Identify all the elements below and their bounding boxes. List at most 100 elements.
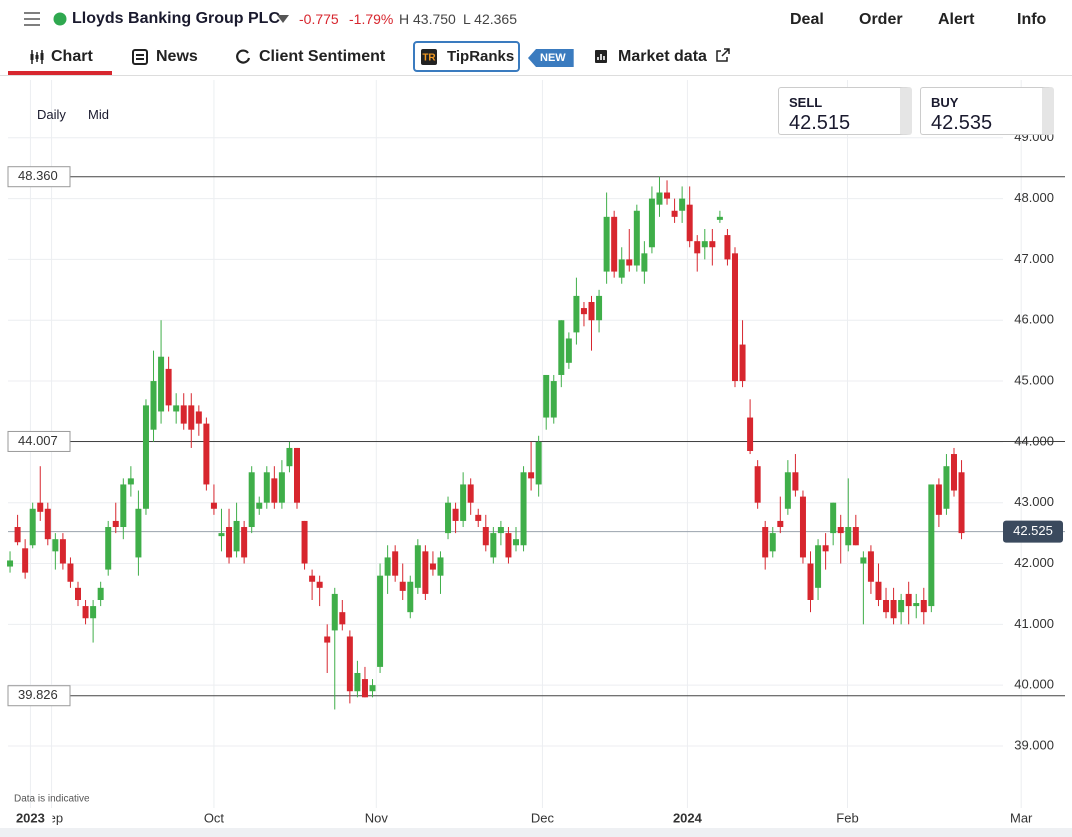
candle-body — [135, 508, 142, 558]
candle-body — [739, 344, 746, 382]
candle-body — [543, 374, 550, 418]
candle-body — [241, 527, 248, 558]
candle-body — [490, 533, 497, 558]
candle-body — [316, 581, 323, 588]
level-tag — [7, 430, 71, 452]
candle-body — [90, 606, 97, 619]
candle-body — [905, 593, 912, 607]
instrument-title[interactable]: Lloyds Banking Group PLC — [72, 10, 281, 27]
candle-body — [731, 253, 738, 382]
candle-body — [278, 472, 285, 503]
candle-body — [59, 539, 66, 564]
candle-body — [497, 527, 504, 534]
note: Data is indicative — [14, 794, 90, 805]
action[interactable]: Info — [1017, 11, 1047, 28]
level-tag — [7, 685, 71, 707]
action[interactable]: Order — [859, 11, 903, 28]
candle-body — [611, 216, 618, 272]
candle-body — [913, 603, 920, 607]
candle-body — [588, 301, 595, 321]
candle-body — [142, 405, 149, 509]
buy-box[interactable]: BUY 42.535 — [920, 87, 1054, 135]
candle-body — [361, 679, 368, 698]
top-bar: Lloyds Banking Group PLC -0.775 -1.79% H… — [0, 0, 1072, 40]
level-label: 39.826 — [18, 687, 58, 702]
y-tick-label: 42.000 — [1014, 555, 1054, 570]
y-tick-label: 47.000 — [1014, 251, 1054, 266]
candle-body — [754, 466, 761, 503]
candle-body — [346, 636, 353, 692]
candle-body — [29, 508, 36, 546]
candle-body — [97, 587, 104, 600]
action[interactable]: Deal — [790, 11, 824, 28]
y-tick-label: 39.000 — [1014, 737, 1054, 752]
candle-body — [679, 198, 686, 211]
candle-body — [950, 454, 957, 491]
change-pct: -1.79% — [349, 11, 394, 27]
tab[interactable]: Client Sentiment — [259, 48, 386, 65]
news-icon — [132, 49, 148, 65]
candle-body — [898, 600, 905, 613]
candle-body — [512, 539, 519, 546]
candle-body — [324, 636, 331, 643]
candle-body — [294, 447, 301, 503]
candle-body — [226, 527, 233, 558]
candle-body — [701, 241, 708, 248]
sentiment-icon — [236, 49, 251, 64]
candle-body — [203, 423, 210, 485]
candle-body — [762, 527, 769, 558]
candle-body — [482, 527, 489, 546]
candle-body — [173, 405, 180, 412]
menu-icon[interactable] — [24, 12, 40, 26]
candle-body — [958, 472, 965, 534]
sell-box[interactable]: SELL 42.515 — [778, 87, 912, 135]
candle-body — [792, 472, 799, 491]
candle-body — [112, 520, 119, 528]
candle-body — [354, 672, 361, 692]
low: L 42.365 — [463, 11, 517, 27]
market-icon — [595, 50, 607, 63]
candle-body — [467, 484, 474, 503]
candle-body — [633, 210, 640, 266]
candle-body — [875, 581, 882, 600]
svg-text:TR: TR — [422, 53, 436, 64]
candle-body — [44, 508, 51, 540]
candle-body — [860, 557, 867, 564]
x-tick-label: Oct — [204, 810, 225, 825]
candle-body — [256, 502, 263, 509]
interval[interactable]: Daily — [37, 107, 66, 122]
y-tick-label: 45.000 — [1014, 372, 1054, 387]
candle-body — [52, 539, 59, 552]
tab[interactable]: TipRanks — [447, 48, 515, 65]
tipranks-box[interactable] — [413, 41, 520, 72]
tab[interactable]: News — [156, 48, 198, 65]
candle-body — [596, 295, 603, 321]
candle-body — [271, 478, 278, 503]
candle-body — [195, 411, 202, 424]
tab[interactable]: Chart — [51, 48, 93, 65]
y-tick-label: 44.000 — [1014, 433, 1054, 448]
candle-body — [437, 557, 444, 576]
action[interactable]: Alert — [938, 11, 975, 28]
price-type[interactable]: Mid — [88, 107, 109, 122]
candle-body — [550, 381, 557, 418]
sell-price: 42.515 — [789, 112, 851, 134]
tab[interactable]: Market data — [618, 48, 707, 65]
y-tick-label: 46.000 — [1014, 312, 1054, 327]
candle-body — [399, 581, 406, 591]
candle-body — [309, 575, 316, 582]
candle-body — [392, 551, 399, 576]
candle-body — [694, 241, 701, 254]
candle-body — [445, 502, 452, 534]
caret[interactable] — [277, 15, 289, 23]
candle-body — [210, 502, 217, 509]
candle-body — [573, 295, 580, 333]
candle-body — [165, 368, 172, 406]
candle-body — [935, 484, 942, 515]
tab-bar: Chart News Client Sentiment TR TipRanks … — [0, 40, 1072, 76]
candle-body — [943, 466, 950, 509]
level-label: 44.007 — [18, 433, 58, 448]
x-tick-label: Nov — [365, 810, 389, 825]
